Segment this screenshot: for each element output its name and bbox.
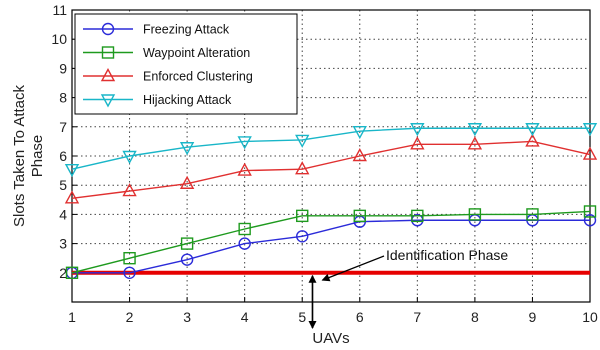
y-tick-label: 7	[59, 119, 67, 135]
data-point-enforced-clustering	[410, 136, 425, 150]
series-freezing-attack	[65, 214, 597, 279]
y-tick-label: 2	[59, 265, 67, 281]
data-point-hijacking-attack	[582, 123, 598, 137]
legend-label-freezing-attack: Freezing Attack	[143, 23, 230, 37]
data-point-freezing-attack	[180, 253, 194, 266]
data-point-hijacking-attack	[410, 123, 425, 137]
y-axis-label-line-2: Phase	[29, 135, 46, 178]
series-line-hijacking-attack	[71, 127, 590, 170]
legend: Freezing Attack Waypoint Alteration Enforc…	[74, 13, 298, 115]
data-point-hijacking-attack	[467, 123, 483, 137]
data-point-waypoint-alteration	[583, 205, 597, 218]
y-tick-label: 9	[59, 60, 67, 76]
legend-marker-hijacking-attack	[100, 94, 116, 108]
data-point-waypoint-alteration	[180, 237, 194, 250]
series-hijacking-attack	[64, 123, 598, 178]
y-tick-label: 3	[59, 236, 67, 252]
legend-marker-waypoint-alteration	[101, 46, 115, 59]
data-point-enforced-clustering	[295, 161, 310, 175]
data-point-waypoint-alteration	[411, 209, 424, 223]
axis-ticks: 1 2 3 4 5 6 7 8 9 10 2 3 4 5 6 7 8 9 10 11	[51, 2, 598, 325]
data-point-hijacking-attack	[179, 142, 195, 156]
data-point-hijacking-attack	[237, 136, 252, 150]
data-point-freezing-attack	[238, 237, 251, 250]
data-point-enforced-clustering	[582, 146, 598, 160]
series-layer	[64, 123, 598, 279]
legend-entry-waypoint-alteration: Waypoint Alteration	[83, 46, 250, 60]
x-tick-label: 2	[126, 309, 134, 325]
x-tick-label: 8	[471, 309, 479, 325]
x-tick-label: 9	[529, 309, 537, 325]
series-waypoint-alteration	[65, 205, 597, 279]
legend-marker-enforced-clustering	[100, 68, 116, 82]
annotation-arrow	[321, 255, 385, 282]
legend-label-hijacking-attack: Hijacking Attack	[143, 93, 232, 107]
x-axis-label: UAVs	[312, 330, 349, 347]
data-point-enforced-clustering	[237, 162, 252, 176]
y-axis-label-line-1: Slots Taken To Attack	[11, 84, 28, 227]
x-tick-label: 5	[298, 309, 306, 325]
data-point-waypoint-alteration	[353, 209, 366, 223]
series-line-waypoint-alteration	[71, 210, 591, 274]
data-point-enforced-clustering	[179, 175, 195, 189]
data-point-hijacking-attack	[122, 150, 137, 164]
legend-entry-enforced-clustering: Enforced Clustering	[83, 68, 253, 84]
annotation-layer: Identification Phase	[308, 247, 508, 329]
data-point-enforced-clustering	[525, 133, 540, 147]
data-point-waypoint-alteration	[65, 266, 79, 279]
x-tick-label: 10	[582, 309, 598, 325]
data-point-enforced-clustering	[352, 148, 367, 162]
y-tick-label: 6	[59, 148, 67, 164]
data-point-hijacking-attack	[525, 123, 540, 137]
legend-label-waypoint-alteration: Waypoint Alteration	[143, 46, 250, 60]
data-point-enforced-clustering	[64, 190, 80, 204]
x-tick-label: 4	[241, 309, 249, 325]
data-point-enforced-clustering	[122, 183, 137, 197]
x-tick-label: 6	[356, 309, 364, 325]
data-point-waypoint-alteration	[296, 209, 309, 223]
data-point-waypoint-alteration	[123, 251, 136, 265]
y-tick-label: 4	[59, 206, 67, 222]
x-tick-label: 7	[413, 309, 421, 325]
data-point-enforced-clustering	[467, 136, 483, 150]
y-tick-label: 11	[52, 2, 67, 18]
data-point-hijacking-attack	[295, 134, 310, 148]
y-tick-label: 10	[51, 31, 67, 47]
x-tick-label: 3	[183, 309, 191, 325]
annotation-label: Identification Phase	[386, 247, 508, 263]
data-point-waypoint-alteration	[468, 208, 482, 221]
data-point-hijacking-attack	[352, 125, 367, 140]
data-point-freezing-attack	[583, 214, 597, 227]
data-point-waypoint-alteration	[526, 208, 539, 221]
series-enforced-clustering	[64, 133, 598, 204]
legend-label-enforced-clustering: Enforced Clustering	[143, 70, 253, 84]
legend-marker-freezing-attack	[101, 22, 115, 36]
data-point-waypoint-alteration	[238, 222, 251, 236]
series-line-enforced-clustering	[71, 140, 591, 200]
legend-entry-hijacking-attack: Hijacking Attack	[83, 93, 232, 108]
data-point-freezing-attack	[296, 230, 309, 243]
data-point-hijacking-attack	[64, 163, 80, 178]
y-tick-label: 5	[59, 177, 67, 193]
legend-entry-freezing-attack: Freezing Attack	[83, 23, 230, 37]
y-tick-label: 8	[59, 90, 67, 106]
series-line-freezing-attack	[72, 219, 590, 274]
data-point-freezing-attack	[123, 266, 136, 279]
x-tick-label: 1	[68, 309, 76, 325]
